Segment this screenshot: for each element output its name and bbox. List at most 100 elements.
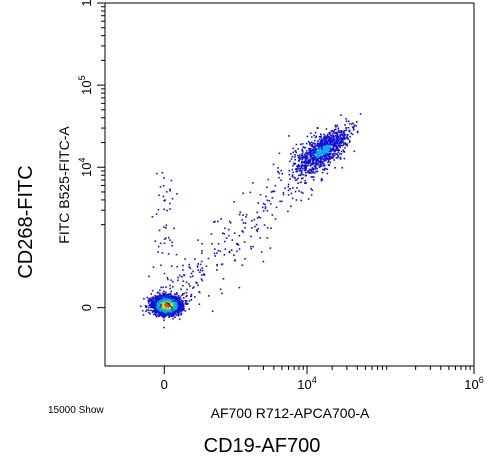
event-point — [178, 314, 180, 316]
event-point — [313, 163, 315, 165]
event-point — [160, 314, 162, 316]
event-point — [314, 131, 317, 134]
event-point — [171, 302, 173, 304]
event-point — [157, 245, 160, 248]
event-point — [181, 294, 183, 297]
event-point — [315, 135, 317, 138]
event-point — [150, 300, 153, 302]
event-point — [311, 168, 313, 170]
event-point — [151, 304, 154, 307]
event-point — [305, 172, 307, 174]
event-point — [166, 308, 168, 311]
event-point — [305, 154, 308, 157]
event-point — [163, 238, 166, 240]
event-point — [322, 157, 325, 160]
event-point — [300, 164, 303, 167]
event-point — [333, 140, 335, 142]
event-point — [158, 229, 161, 232]
event-point — [268, 200, 271, 202]
event-point — [163, 326, 165, 329]
event-point — [337, 140, 340, 143]
event-point — [347, 120, 350, 123]
event-point — [310, 154, 313, 156]
event-point — [330, 130, 333, 133]
event-point — [314, 157, 317, 159]
event-point — [200, 260, 203, 263]
event-point — [152, 304, 155, 306]
event-point — [330, 137, 332, 139]
event-point — [165, 291, 167, 294]
event-point — [167, 307, 170, 310]
event-point — [153, 313, 155, 316]
event-point — [297, 154, 299, 157]
event-point — [154, 305, 157, 307]
event-point — [155, 306, 158, 309]
event-point — [162, 300, 165, 303]
event-point — [162, 302, 164, 304]
event-point — [304, 156, 307, 158]
event-point — [313, 146, 316, 149]
event-point — [169, 287, 171, 290]
event-point — [169, 202, 171, 205]
event-point — [315, 170, 317, 173]
event-point — [198, 291, 201, 294]
event-point — [309, 147, 311, 150]
event-point — [321, 145, 323, 147]
event-point — [334, 134, 337, 137]
event-point — [170, 299, 172, 301]
event-point — [182, 302, 184, 305]
event-point — [309, 168, 312, 171]
y-tick-label: 105 — [77, 75, 94, 94]
event-point — [158, 298, 161, 301]
event-point — [321, 179, 324, 181]
event-point — [300, 154, 303, 156]
event-point — [334, 132, 336, 134]
event-point — [333, 144, 336, 147]
event-point — [348, 123, 351, 125]
event-point — [335, 148, 338, 150]
event-point — [162, 185, 165, 187]
event-point — [167, 303, 170, 306]
event-point — [309, 165, 312, 167]
event-point — [321, 139, 323, 142]
event-point — [170, 315, 173, 317]
event-point — [313, 156, 316, 158]
event-point — [169, 297, 171, 300]
event-point — [351, 126, 354, 128]
event-point — [310, 188, 312, 190]
event-point — [333, 154, 336, 157]
event-point — [175, 307, 177, 309]
event-point — [150, 302, 153, 304]
event-point — [147, 299, 150, 301]
event-point — [201, 252, 203, 255]
event-point — [325, 154, 327, 156]
event-point — [151, 303, 154, 305]
event-point — [165, 304, 167, 306]
event-point — [237, 244, 240, 246]
event-point — [262, 260, 265, 263]
event-point — [298, 170, 301, 172]
event-point — [308, 172, 311, 174]
event-point — [331, 148, 333, 151]
event-point — [322, 145, 325, 147]
event-point — [165, 307, 168, 309]
event-point — [302, 168, 304, 170]
event-point — [312, 161, 315, 164]
event-point — [155, 315, 158, 318]
event-point — [159, 310, 162, 312]
event-point — [167, 302, 170, 305]
event-point — [333, 130, 335, 133]
event-point — [353, 124, 356, 126]
event-point — [318, 153, 320, 155]
event-point — [172, 295, 175, 297]
event-point — [158, 313, 161, 315]
event-point — [151, 289, 154, 292]
event-point — [163, 296, 166, 298]
event-point — [182, 304, 184, 307]
event-point — [259, 217, 262, 219]
event-point — [325, 152, 327, 154]
event-point — [228, 228, 230, 231]
event-point — [318, 163, 320, 165]
event-point — [320, 136, 322, 139]
